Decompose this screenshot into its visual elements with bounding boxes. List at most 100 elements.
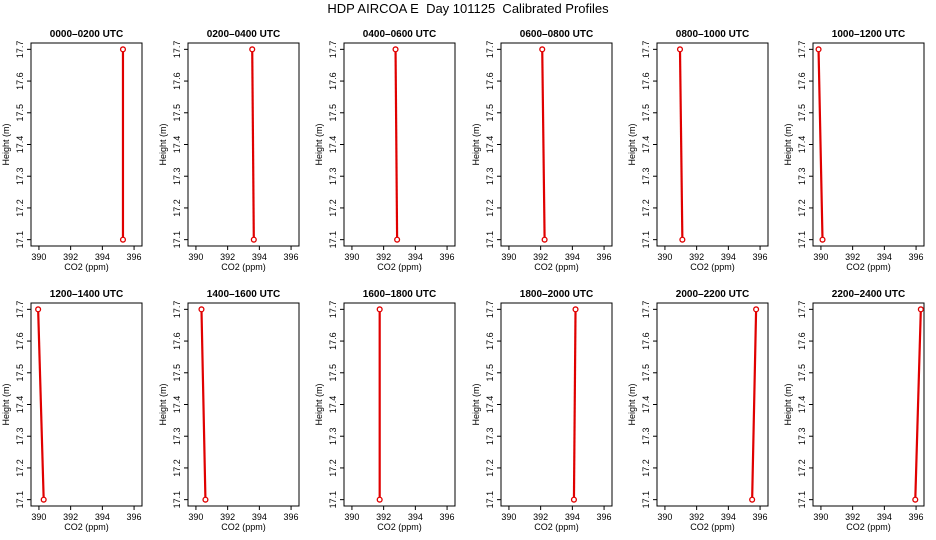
y-axis-label: Height (m) — [627, 123, 637, 165]
profile-panel: 1800–2000 UTC 390 392 394 396 17.1 17.2 17.3 17.… — [471, 289, 613, 532]
x-tick-label: 390 — [344, 512, 359, 522]
profile-line — [914, 309, 922, 500]
data-point — [394, 236, 401, 243]
panel-title: 0400–0600 UTC — [363, 29, 436, 40]
plot-frame — [812, 302, 925, 507]
y-tick-label: 17.7 — [328, 41, 338, 59]
y-tick-label: 17.3 — [15, 427, 25, 445]
y-tick-label: 17.2 — [172, 199, 182, 217]
data-point — [392, 46, 399, 53]
x-axis-label: CO2 (ppm) — [221, 262, 266, 272]
y-tick-label: 17.6 — [797, 332, 807, 350]
y-tick-label: 17.7 — [172, 41, 182, 59]
x-tick-label: 390 — [188, 252, 203, 262]
y-tick-label: 17.5 — [797, 104, 807, 122]
y-tick-label: 17.5 — [641, 104, 651, 122]
y-axis-label: Height (m) — [1, 123, 11, 165]
x-tick-label: 396 — [284, 252, 299, 262]
y-tick-label: 17.1 — [641, 491, 651, 509]
y-axis-label: Height (m) — [471, 123, 481, 165]
x-tick-label: 394 — [95, 512, 110, 522]
x-tick-label: 394 — [565, 512, 580, 522]
x-tick-label: 396 — [127, 512, 142, 522]
data-point — [119, 236, 127, 243]
profile-panel: 1600–1800 UTC 390 392 394 396 17.1 17.2 17.3 17.… — [314, 289, 456, 532]
y-axis-label: Height (m) — [783, 383, 793, 425]
x-tick-label: 392 — [376, 512, 391, 522]
y-tick-label: 17.3 — [485, 427, 495, 445]
x-tick-label: 392 — [63, 252, 78, 262]
y-tick-label: 17.7 — [641, 41, 651, 59]
y-tick-label: 17.7 — [641, 301, 651, 319]
plot-frame — [30, 302, 143, 507]
x-tick-label: 394 — [565, 252, 580, 262]
data-point — [40, 496, 47, 503]
y-tick-label: 17.5 — [172, 364, 182, 382]
y-tick-label: 17.4 — [328, 136, 338, 154]
x-tick-label: 392 — [689, 512, 704, 522]
x-tick-label: 390 — [31, 252, 46, 262]
panel-title: 1600–1800 UTC — [363, 289, 436, 300]
x-axis-label: CO2 (ppm) — [534, 522, 579, 532]
x-tick-label: 394 — [721, 252, 736, 262]
plot-frame — [500, 302, 613, 507]
y-axis-label: Height (m) — [158, 383, 168, 425]
y-tick-label: 17.1 — [328, 491, 338, 509]
x-tick-label: 394 — [408, 252, 423, 262]
x-axis-label: CO2 (ppm) — [690, 522, 735, 532]
profile-line — [37, 309, 45, 500]
profile-panel: 0000–0200 UTC 390 392 394 396 17.1 17.2 17.3 17.… — [1, 29, 143, 272]
y-tick-label: 17.7 — [485, 41, 495, 59]
x-axis-label: CO2 (ppm) — [846, 262, 891, 272]
x-tick-label: 396 — [440, 512, 455, 522]
x-tick-label: 392 — [63, 512, 78, 522]
y-tick-label: 17.2 — [328, 459, 338, 477]
data-point — [815, 46, 822, 53]
x-tick-label: 394 — [95, 252, 110, 262]
data-point — [676, 46, 684, 53]
data-point — [250, 236, 257, 243]
y-tick-label: 17.2 — [15, 459, 25, 477]
data-point — [572, 306, 579, 313]
y-tick-label: 17.6 — [172, 332, 182, 350]
y-tick-label: 17.2 — [797, 199, 807, 217]
x-axis-label: CO2 (ppm) — [377, 262, 422, 272]
y-axis-label: Height (m) — [314, 123, 324, 165]
x-tick-label: 396 — [753, 512, 768, 522]
profile-panel: 1000–1200 UTC 390 392 394 396 17.1 17.2 17.3 17.… — [783, 29, 925, 272]
profile-line — [817, 49, 824, 240]
profile-line — [200, 309, 207, 500]
data-point — [539, 46, 546, 53]
x-tick-label: 390 — [188, 512, 203, 522]
panel-title: 2200–2400 UTC — [832, 289, 905, 300]
profile-panel: 2000–2200 UTC 390 392 394 396 17.1 17.2 17.3 17.… — [627, 289, 769, 532]
x-tick-label: 392 — [220, 252, 235, 262]
y-tick-label: 17.3 — [328, 427, 338, 445]
y-tick-label: 17.1 — [15, 491, 25, 509]
x-tick-label: 390 — [657, 512, 672, 522]
profile-line — [541, 49, 546, 240]
y-tick-label: 17.6 — [641, 72, 651, 90]
x-tick-label: 396 — [753, 252, 768, 262]
y-tick-label: 17.1 — [641, 231, 651, 249]
data-point — [198, 306, 205, 313]
panel-title: 1000–1200 UTC — [832, 29, 905, 40]
y-tick-label: 17.4 — [797, 396, 807, 414]
y-tick-label: 17.2 — [641, 459, 651, 477]
y-tick-label: 17.3 — [797, 427, 807, 445]
y-tick-label: 17.7 — [172, 301, 182, 319]
y-tick-label: 17.5 — [797, 364, 807, 382]
y-tick-label: 17.1 — [172, 491, 182, 509]
y-tick-label: 17.6 — [172, 72, 182, 90]
y-tick-label: 17.5 — [485, 104, 495, 122]
plot-frame — [656, 302, 769, 507]
x-tick-label: 396 — [440, 252, 455, 262]
y-tick-label: 17.4 — [172, 396, 182, 414]
y-tick-label: 17.1 — [15, 231, 25, 249]
x-tick-label: 392 — [689, 252, 704, 262]
y-tick-label: 17.6 — [485, 332, 495, 350]
x-axis-label: CO2 (ppm) — [221, 522, 266, 532]
x-tick-label: 394 — [877, 252, 892, 262]
